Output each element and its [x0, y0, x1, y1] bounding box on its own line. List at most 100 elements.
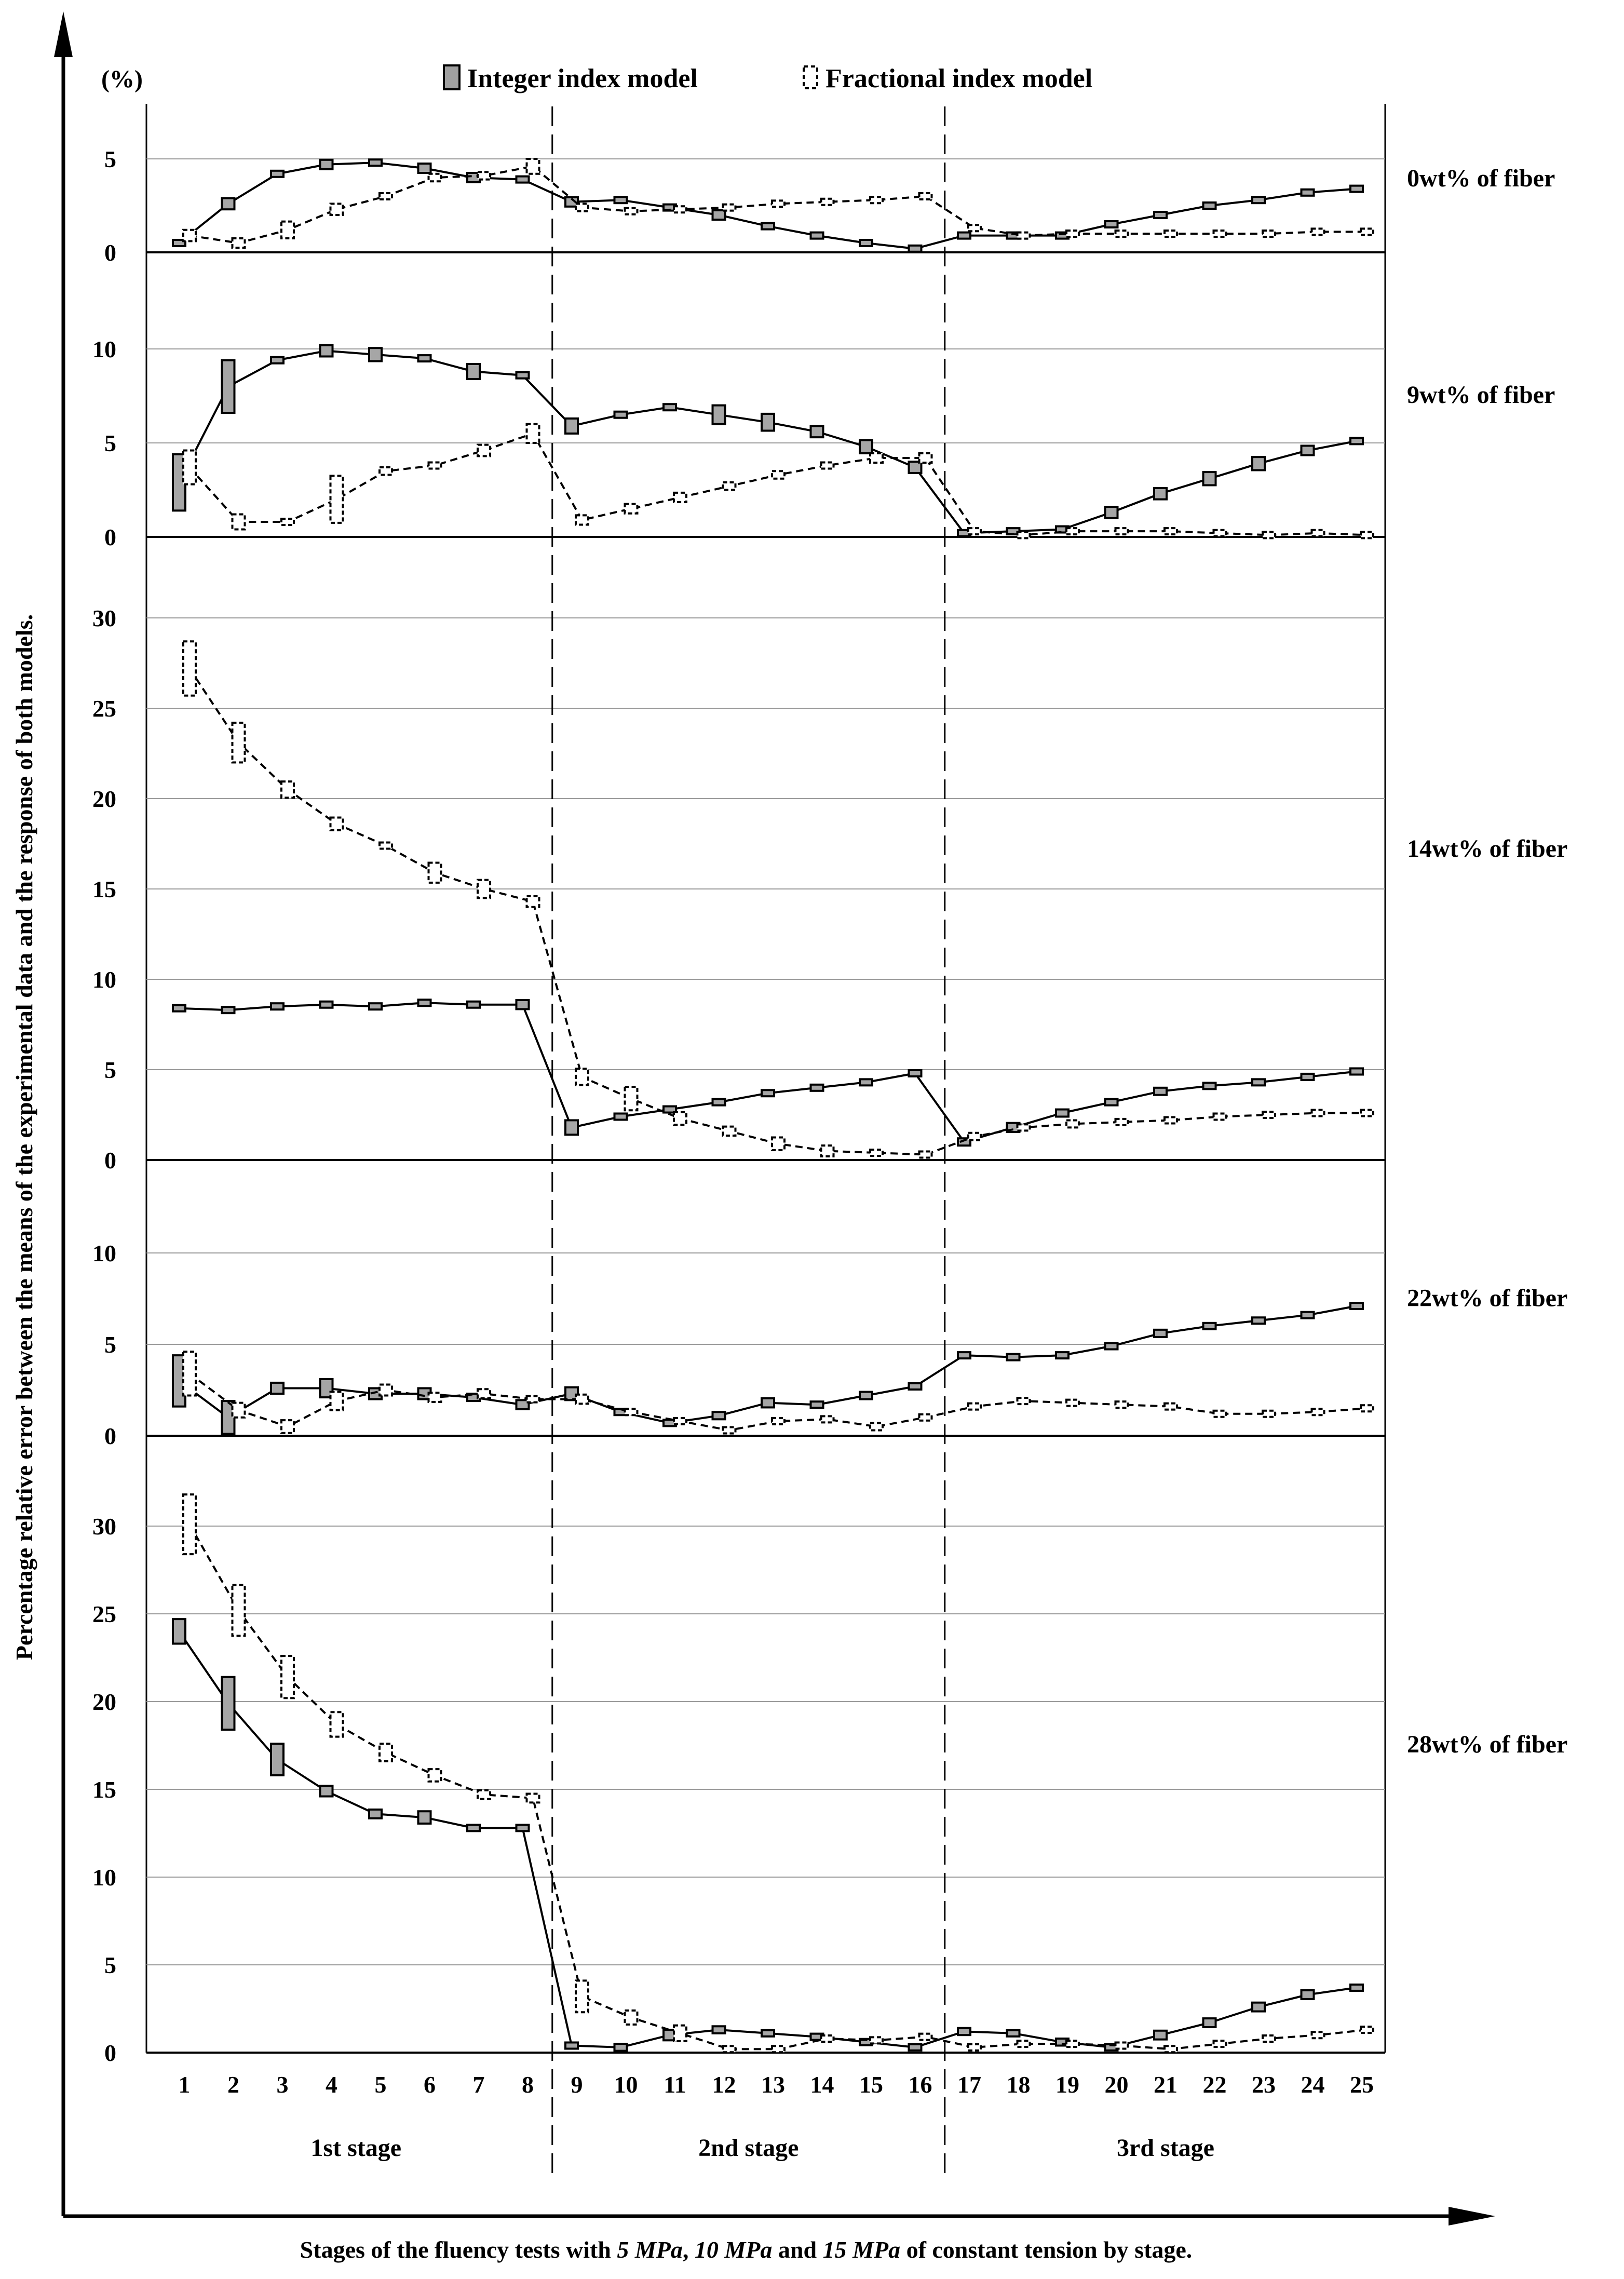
- x-tick-label: 23: [1252, 2071, 1276, 2098]
- fractional-box: [1163, 230, 1178, 238]
- fractional-box: [575, 203, 589, 212]
- x-axis-title-part-6: 15 MPa: [823, 2236, 901, 2263]
- fractional-box: [771, 1417, 786, 1425]
- fractional-box: [967, 224, 982, 233]
- fractional-box: [722, 1426, 737, 1435]
- fractional-box: [722, 203, 737, 212]
- panel-1: 0 5 0wt% of fiber: [104, 146, 1555, 266]
- x-tick-label: 22: [1203, 2071, 1227, 2098]
- integer-box: [613, 196, 628, 205]
- fractional-box: [280, 1655, 295, 1700]
- integer-box: [859, 439, 873, 454]
- fractional-box: [1114, 527, 1129, 536]
- integer-box: [1349, 437, 1364, 446]
- integer-box: [761, 412, 775, 432]
- y-tick-label: 10: [92, 966, 116, 993]
- fractional-box: [1310, 1408, 1325, 1417]
- integer-box: [1300, 1072, 1315, 1081]
- integer-box: [1153, 487, 1168, 501]
- integer-box: [711, 2025, 726, 2034]
- fractional-box: [820, 1144, 835, 1158]
- fractional-box: [1065, 230, 1080, 238]
- fractional-box: [231, 1584, 246, 1637]
- x-tick-label: 3: [277, 2071, 289, 2098]
- integer-box: [1055, 1108, 1070, 1118]
- series-fractional: [182, 423, 1374, 540]
- x-tick-label: 17: [957, 2071, 981, 2098]
- panel-label: 0wt% of fiber: [1407, 165, 1555, 192]
- y-tick-label: 5: [104, 1331, 116, 1358]
- fractional-box: [869, 1422, 884, 1432]
- x-tick-label: 9: [571, 2071, 583, 2098]
- fractional-box: [477, 171, 491, 181]
- fractional-box: [1360, 1404, 1374, 1413]
- y-tick-label: 10: [92, 1240, 116, 1266]
- x-axis-title-part-5: and: [772, 2236, 822, 2263]
- fractional-box: [378, 1743, 393, 1762]
- x-tick-label: 11: [664, 2071, 686, 2098]
- fractional-box: [967, 1131, 982, 1141]
- y-axis-arrowhead: [54, 11, 73, 57]
- fractional-box: [918, 1413, 933, 1422]
- integer-box: [1104, 220, 1119, 228]
- fractional-box: [624, 2009, 639, 2026]
- integer-box: [270, 1381, 285, 1395]
- x-axis-title-part-1: Stages of the fluency tests with: [300, 2236, 617, 2263]
- integer-box: [1055, 1351, 1070, 1360]
- integer-box: [711, 209, 726, 221]
- fractional-box: [1163, 1402, 1178, 1411]
- panel-label: 14wt% of fiber: [1407, 835, 1567, 862]
- fractional-box: [1262, 2034, 1276, 2043]
- fractional-box: [1065, 527, 1080, 536]
- fractional-box: [673, 1417, 687, 1425]
- fractional-line: [188, 1523, 1368, 2051]
- fractional-box: [280, 220, 295, 240]
- fractional-box: [869, 2036, 884, 2045]
- y-tick-label: 0: [104, 1147, 116, 1174]
- unit-label: (%): [101, 65, 143, 93]
- y-tick-label: 30: [92, 605, 116, 631]
- fractional-box: [525, 423, 540, 444]
- integer-box: [1251, 196, 1266, 205]
- x-tick-label: 20: [1105, 2071, 1129, 2098]
- y-tick-label: 0: [104, 524, 116, 550]
- integer-box: [221, 359, 236, 414]
- x-tick-label: 15: [859, 2071, 883, 2098]
- fractional-box: [378, 192, 393, 200]
- x-tick-label: 6: [424, 2071, 436, 2098]
- fractional-box: [427, 172, 442, 183]
- fractional-box: [1212, 529, 1227, 537]
- y-tick-label: 0: [104, 1423, 116, 1449]
- integer-box: [809, 1400, 824, 1409]
- integer-box: [711, 1098, 726, 1107]
- y-tick-label: 5: [104, 146, 116, 172]
- integer-box: [908, 461, 923, 474]
- fractional-box: [280, 780, 295, 799]
- x-tick-label: 13: [761, 2071, 785, 2098]
- fractional-box: [1114, 1117, 1129, 1126]
- integer-box: [564, 196, 579, 208]
- legend: Integer index model Fractional index mod…: [443, 64, 1092, 93]
- fractional-box: [722, 2045, 737, 2054]
- integer-box: [1300, 1989, 1315, 2000]
- integer-box: [172, 1618, 186, 1645]
- fractional-box: [378, 841, 393, 850]
- fractional-box: [918, 2032, 933, 2041]
- integer-box: [515, 999, 530, 1010]
- x-tick-label: 16: [909, 2071, 932, 2098]
- fractional-box: [1310, 227, 1325, 236]
- integer-box: [1153, 211, 1168, 219]
- integer-box: [515, 1824, 530, 1832]
- fractional-box: [673, 2024, 687, 2043]
- fractional-box: [673, 491, 687, 504]
- legend-swatch-fractional: [803, 65, 818, 89]
- integer-box: [957, 2027, 971, 2037]
- fractional-box: [575, 1979, 589, 2014]
- integer-box: [662, 1105, 677, 1114]
- fractional-box: [771, 1136, 786, 1151]
- integer-line: [179, 1002, 1357, 1143]
- series-fractional: [182, 1351, 1374, 1435]
- integer-box: [761, 222, 775, 231]
- x-tick-label: 7: [473, 2071, 485, 2098]
- integer-box: [613, 2043, 628, 2052]
